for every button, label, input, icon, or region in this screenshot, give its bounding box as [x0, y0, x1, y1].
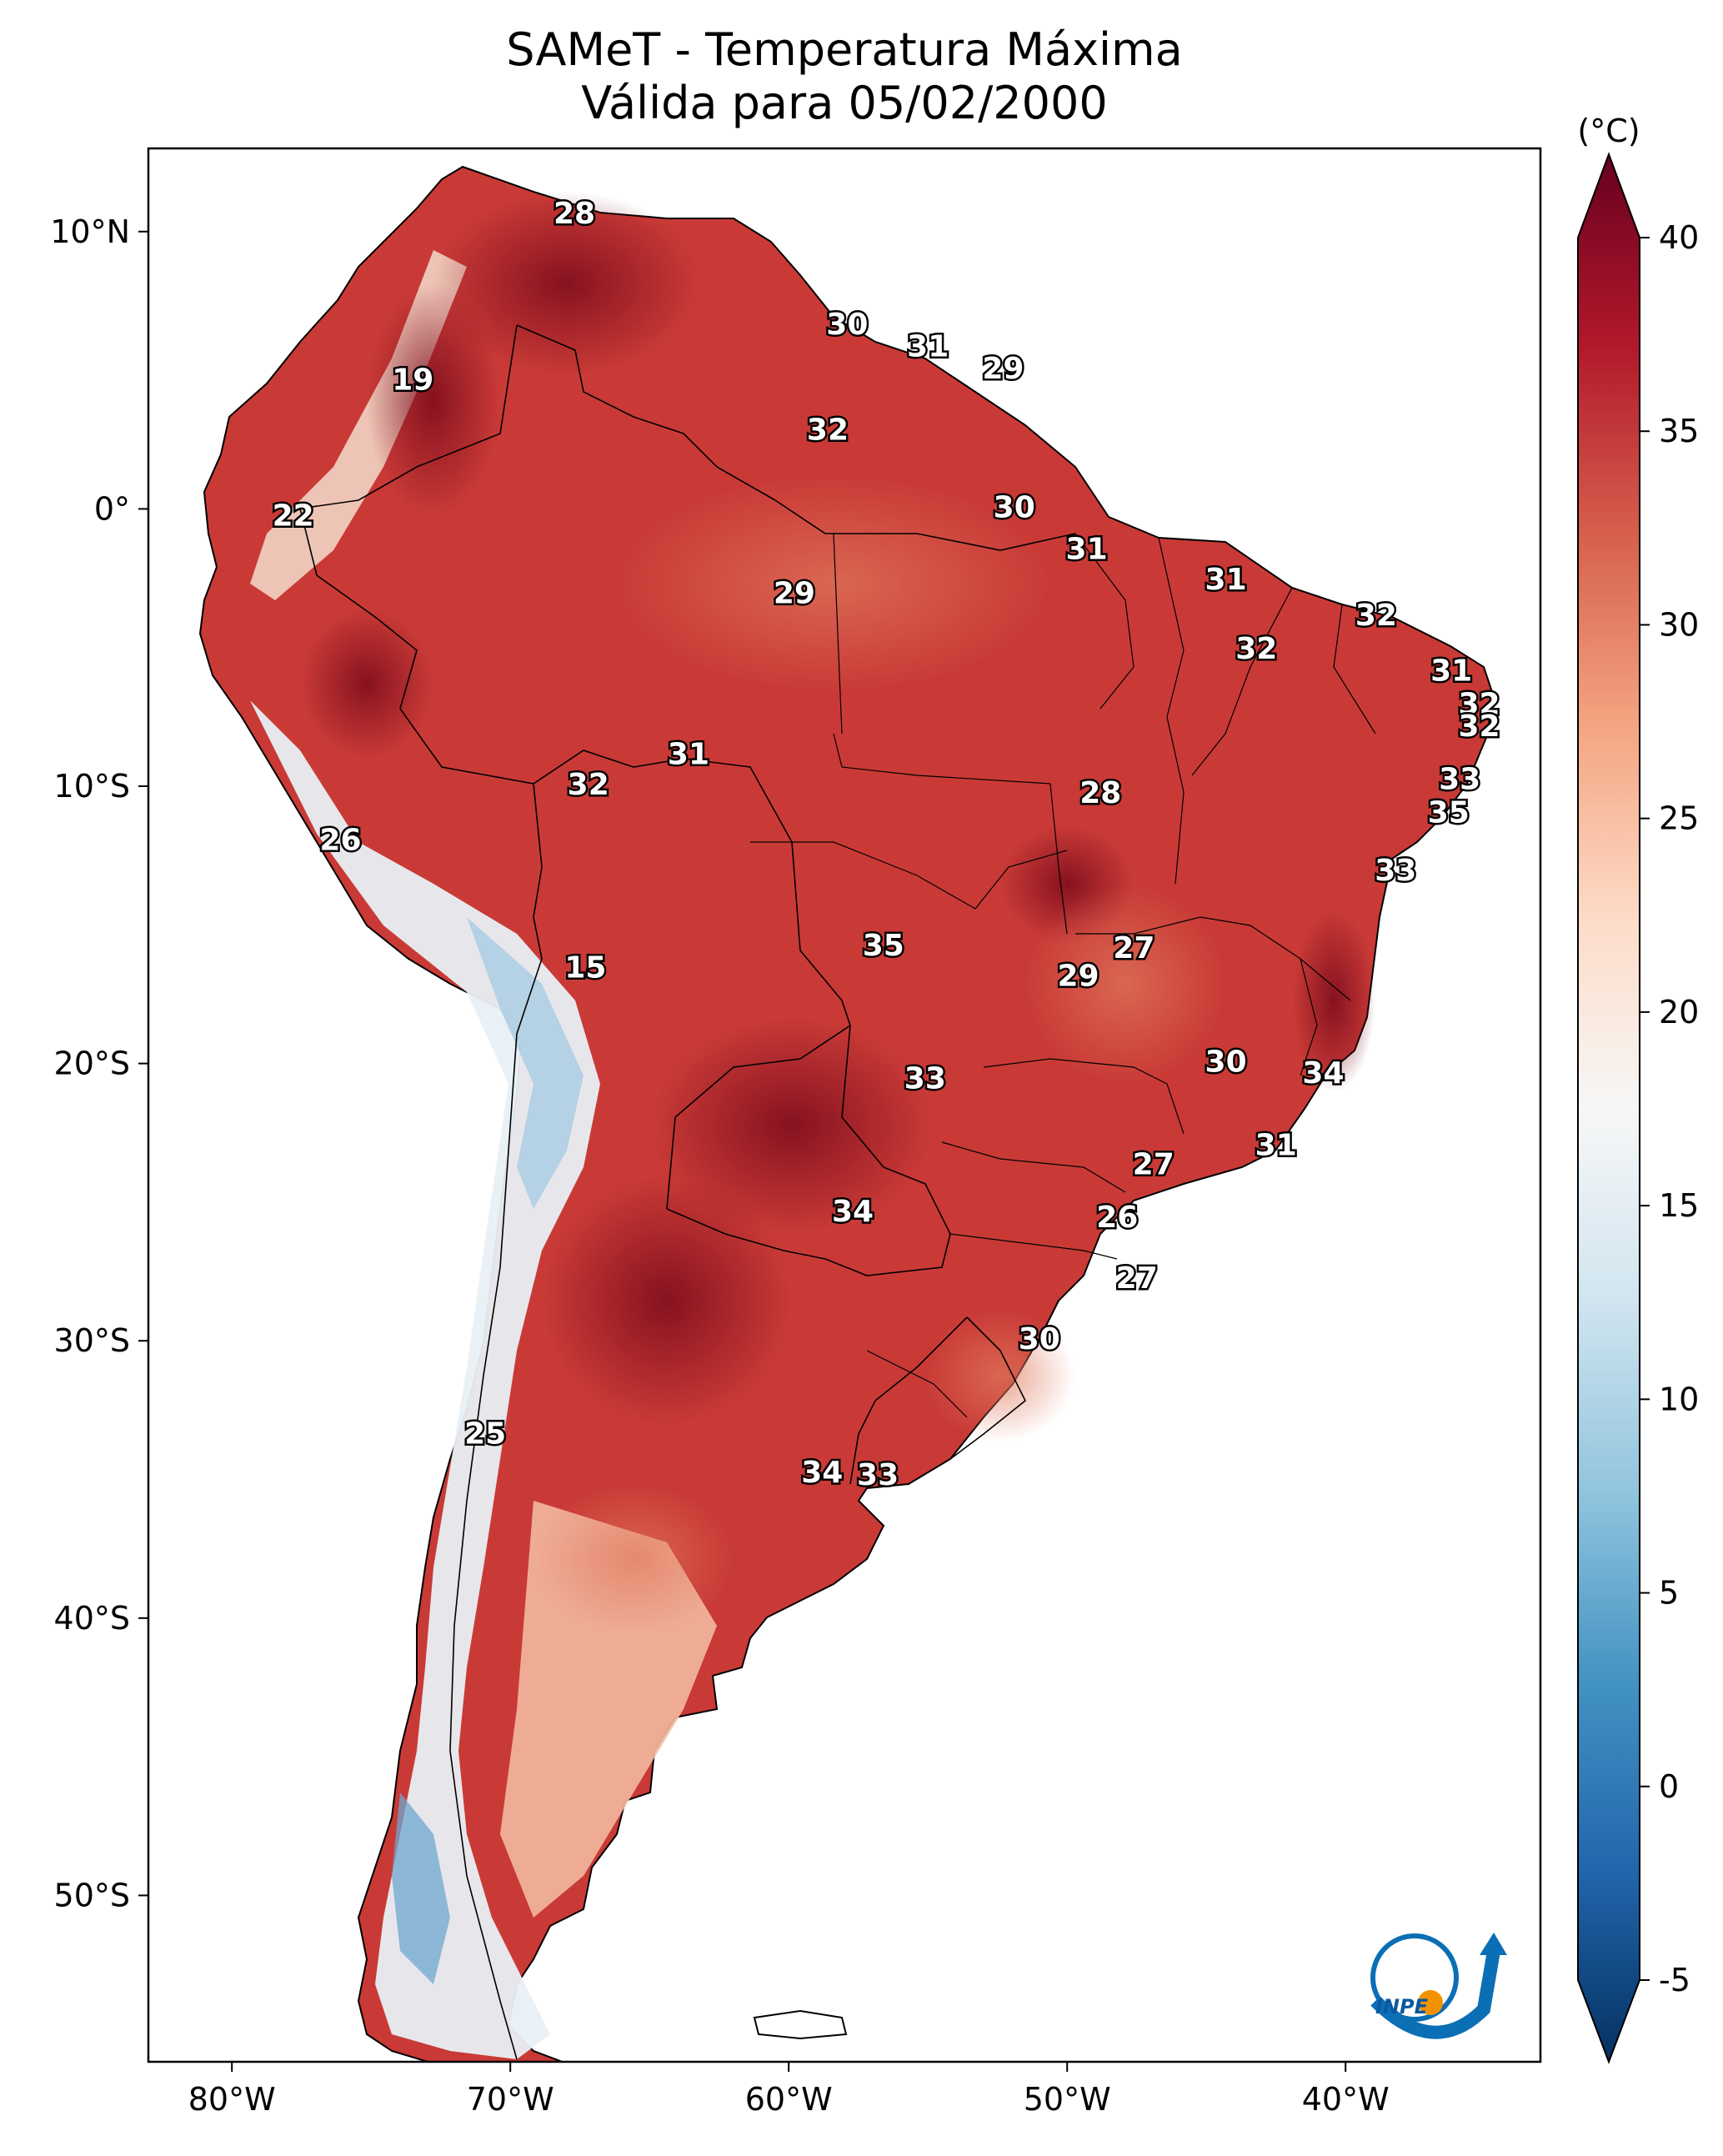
lat-tick-label: 0° [94, 490, 130, 527]
colorbar-tick-label: 5 [1659, 1575, 1679, 1612]
lon-tick-label: 70°W [467, 2081, 554, 2118]
title-line-2: Válida para 05/02/2000 [581, 77, 1108, 129]
contour-label: 35 [1428, 795, 1470, 830]
mild-core-pampas [533, 1484, 734, 1634]
latitude-ticks: 10°N 0° 10°S 20°S 30°S 40°S 50°S [50, 213, 148, 1913]
contour-label: 28 [553, 197, 595, 231]
contour-label: 31 [1255, 1128, 1297, 1162]
contour-label: 29 [1058, 960, 1099, 994]
colorbar-tick-label: 35 [1659, 413, 1699, 449]
contour-label: 33 [1439, 762, 1480, 796]
mild-core-minas [1025, 884, 1225, 1084]
hot-core-venezuela [433, 192, 700, 375]
contour-label: 32 [1458, 688, 1500, 722]
contour-label: 31 [1066, 532, 1108, 566]
colorbar-tick-label: 20 [1659, 994, 1699, 1030]
contour-label: 19 [392, 363, 433, 397]
lat-tick-label: 20°S [54, 1045, 130, 1082]
logo-text: INPE [1375, 1995, 1428, 2018]
country-borders [299, 324, 1076, 2060]
contour-label: 33 [904, 1062, 946, 1096]
colorbar-tick-label: 30 [1659, 606, 1699, 643]
mild-core-south-brazil [925, 1309, 1075, 1442]
contour-label: 32 [1235, 632, 1277, 666]
logo-swoosh [1370, 1949, 1500, 2039]
state-borders [750, 533, 1376, 1418]
contour-label: 32 [1355, 599, 1397, 633]
lon-tick-label: 50°W [1024, 2081, 1111, 2118]
contour-label: 30 [826, 308, 868, 342]
contour-label: 34 [801, 1456, 843, 1490]
andes-cool-band-south [250, 700, 600, 2059]
contour-label: 15 [564, 951, 606, 985]
andes-blue-core [467, 917, 584, 1209]
contour-label: 27 [1113, 931, 1155, 965]
hot-core-argentina [542, 1176, 792, 1426]
colorbar-tick-label: 10 [1659, 1381, 1699, 1417]
contour-label: 29 [982, 352, 1024, 386]
lon-tick-label: 80°W [188, 2081, 276, 2118]
map-title: SAMeT - Temperatura Máxima Válida para 0… [148, 23, 1540, 130]
contour-label: 31 [1430, 654, 1472, 689]
contour-label: 31 [907, 329, 949, 364]
contour-label: 22 [273, 499, 314, 533]
logo-arrow-icon [1480, 1933, 1507, 1955]
lon-tick-label: 40°W [1302, 2081, 1390, 2118]
title-line-1: SAMeT - Temperatura Máxima [506, 23, 1183, 76]
contour-label: 31 [1205, 563, 1247, 597]
contour-label: 26 [319, 824, 361, 858]
hot-core-bahia-coast [1292, 909, 1375, 1092]
contour-label: 32 [807, 413, 849, 447]
colorbar-unit: (°C) [1577, 113, 1640, 149]
contour-label: 26 [1096, 1201, 1138, 1235]
patagonia-blue [392, 1792, 450, 1984]
contour-label: 30 [1019, 1322, 1060, 1356]
colorbar-tick-label: 25 [1659, 800, 1699, 837]
colorbar-tick-label: -5 [1659, 1962, 1690, 1998]
contour-label: 32 [568, 768, 609, 802]
contour-label: 35 [863, 929, 904, 963]
contour-label: 34 [832, 1195, 874, 1229]
contour-label: 33 [857, 1458, 899, 1492]
falkland-islands [753, 2009, 848, 2040]
map-frame [147, 147, 1542, 2063]
lat-tick-label: 50°S [54, 1877, 130, 1913]
contour-label: 30 [1205, 1045, 1247, 1080]
colorbar-tick-label: 40 [1659, 219, 1699, 256]
contour-label: 34 [1302, 1056, 1344, 1091]
longitude-ticks: 80°W 70°W 60°W 50°W 40°W [188, 2062, 1390, 2118]
hot-core-colombia [367, 283, 500, 517]
contour-label: 28 [1079, 776, 1121, 810]
lon-tick-label: 60°W [745, 2081, 833, 2118]
colorbar-tick-label: 15 [1659, 1187, 1699, 1224]
contour-label: 30 [994, 490, 1035, 524]
lat-tick-label: 10°N [50, 213, 130, 250]
logo-sun-icon [1418, 1990, 1443, 2015]
lat-tick-label: 40°S [54, 1600, 130, 1637]
colorbar-bar [1577, 152, 1640, 2064]
contour-label: 32 [1458, 709, 1500, 744]
contour-label: 25 [464, 1416, 506, 1451]
colorbar-ticks: 40 35 30 25 20 15 10 5 0 -5 [1640, 219, 1699, 1998]
lat-tick-label: 30°S [54, 1322, 130, 1359]
mild-core-amazon [617, 475, 1050, 692]
colorbar: (°C) 40 35 30 25 20 15 10 5 0 -5 [1577, 113, 1699, 2064]
colorbar-tick-label: 0 [1659, 1768, 1679, 1805]
contour-label: 29 [774, 577, 815, 611]
contour-label: 27 [1133, 1148, 1175, 1182]
contour-label: 31 [668, 737, 709, 771]
hot-core-bolivia [650, 1017, 934, 1234]
lat-tick-label: 10°S [54, 768, 130, 805]
inpe-logo [1370, 1933, 1507, 2039]
contour-label: 27 [1116, 1261, 1158, 1296]
hot-core-peru [300, 609, 433, 759]
contour-label: 33 [1375, 854, 1416, 888]
